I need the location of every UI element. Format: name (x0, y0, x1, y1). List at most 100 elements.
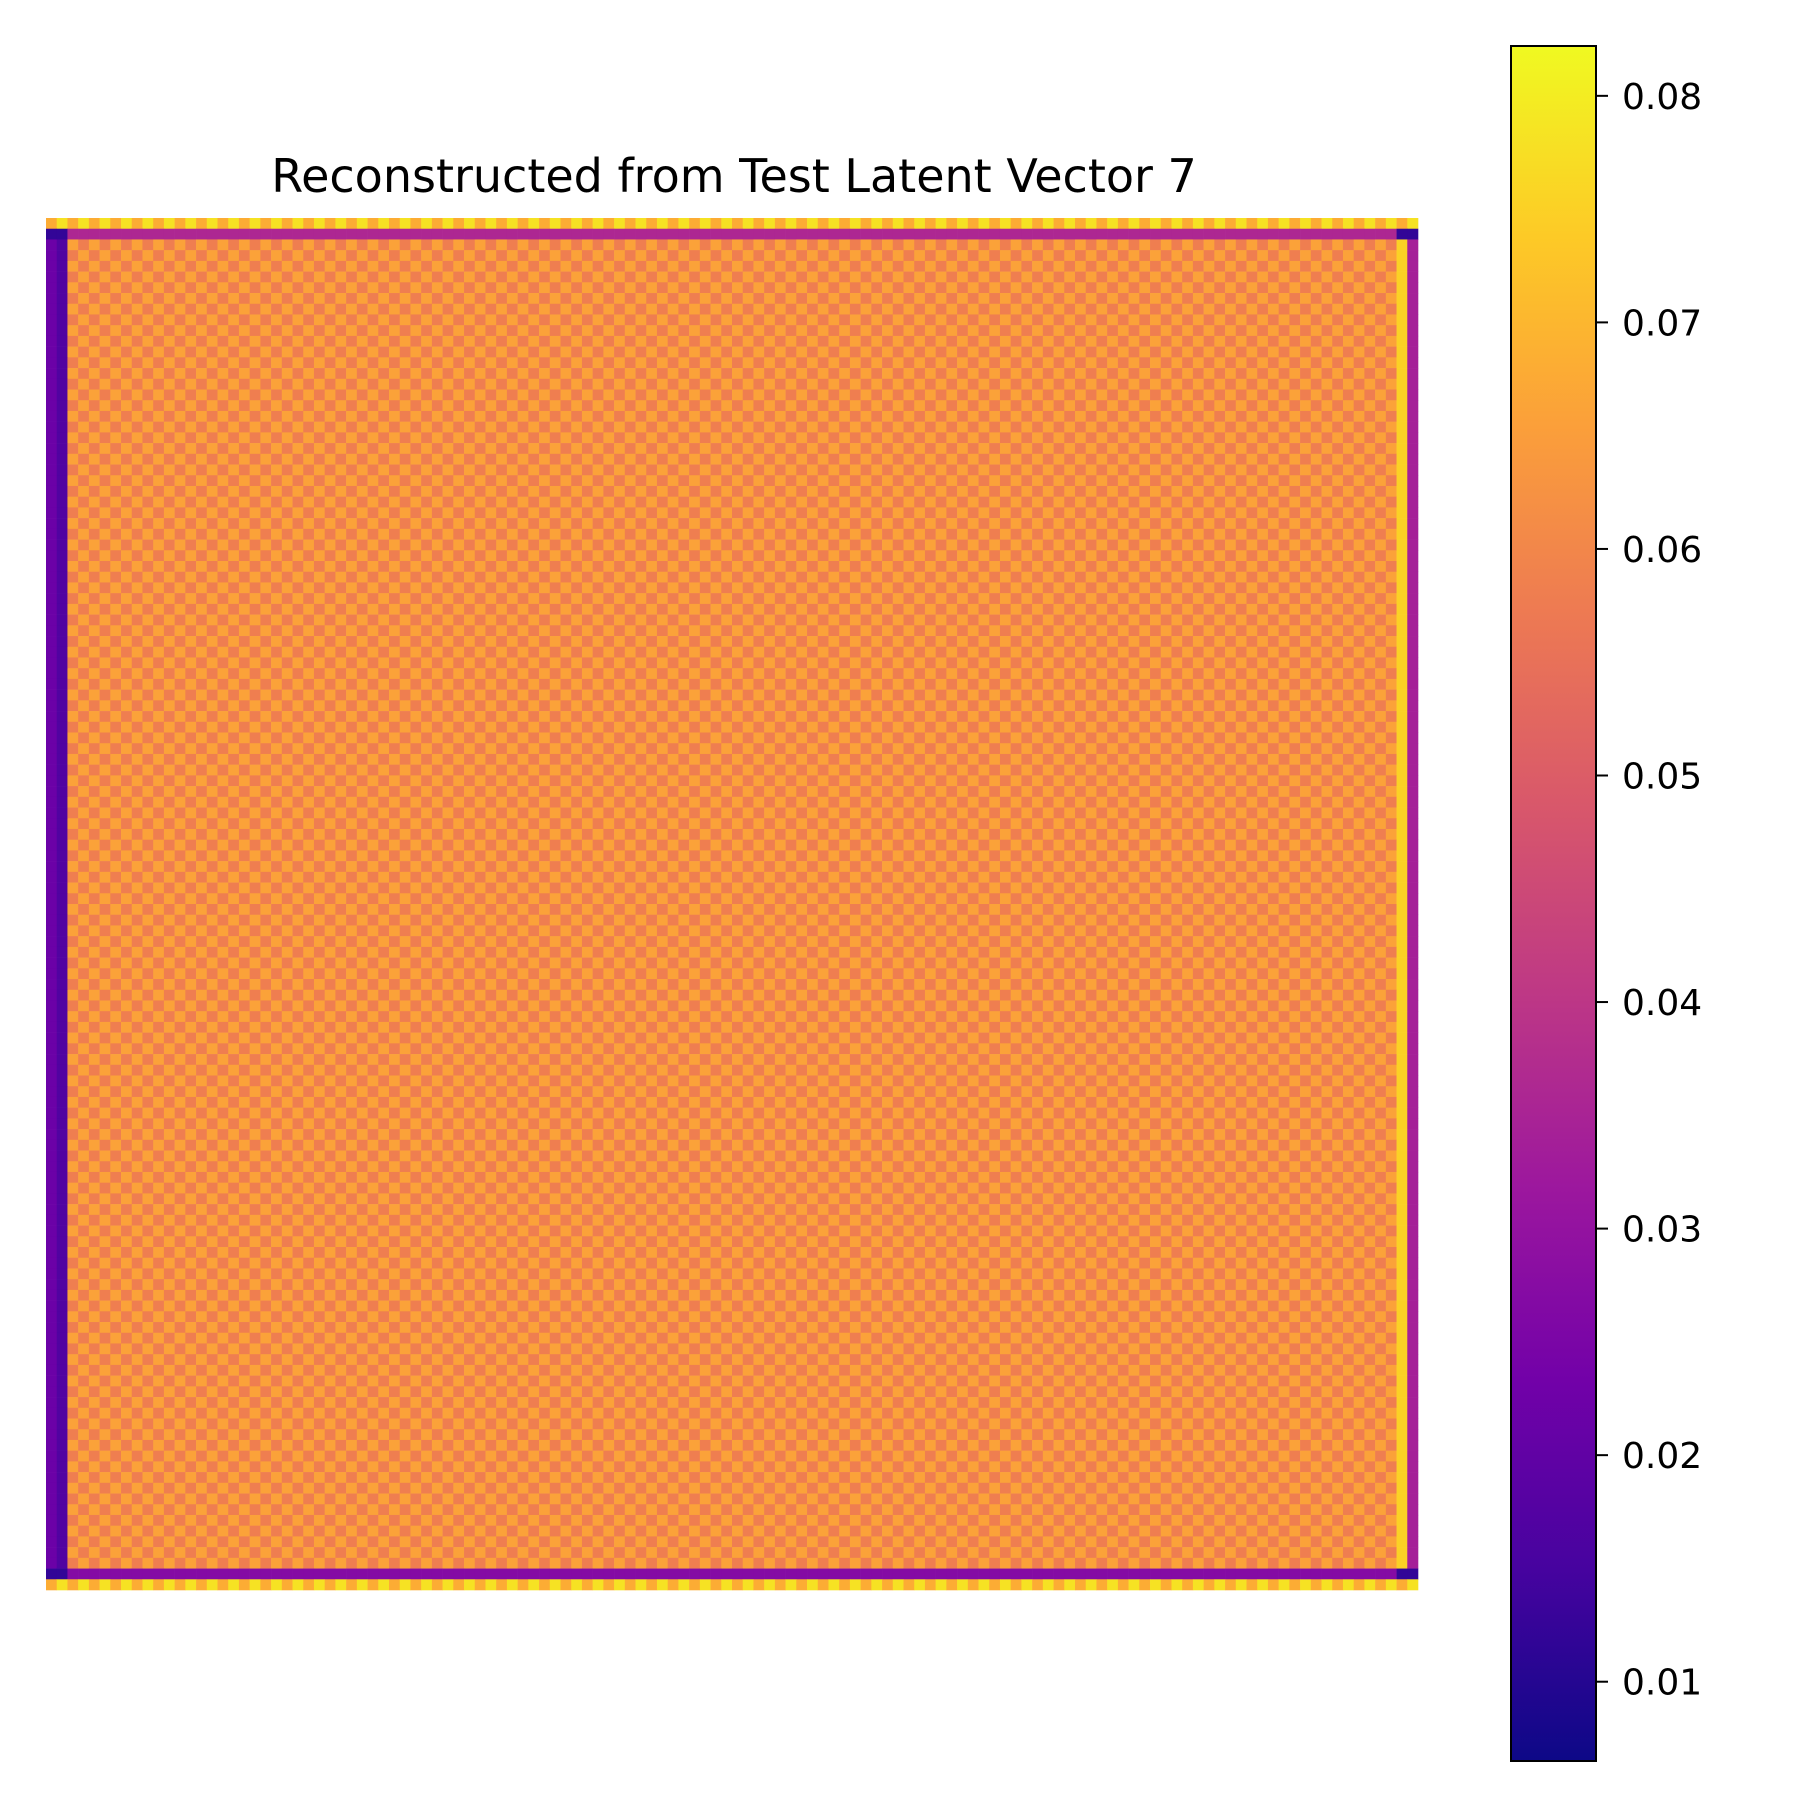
heatmap-cell (646, 271, 658, 283)
heatmap-cell (1075, 571, 1087, 583)
heatmap-cell (967, 421, 979, 433)
heatmap-cell (1021, 228, 1033, 240)
heatmap-cell (292, 271, 304, 283)
heatmap-cell (474, 410, 486, 422)
heatmap-cell (1085, 421, 1097, 433)
heatmap-cell (324, 303, 336, 315)
heatmap-cell (474, 464, 486, 476)
heatmap-cell (1085, 561, 1097, 573)
heatmap-cell (442, 346, 454, 358)
heatmap-cell (807, 603, 819, 615)
heatmap-cell (689, 400, 701, 412)
heatmap-cell (967, 625, 979, 637)
heatmap-cell (389, 218, 401, 230)
heatmap-cell (1385, 518, 1397, 530)
heatmap-cell (710, 389, 722, 401)
heatmap-cell (142, 550, 154, 562)
heatmap-cell (367, 325, 379, 337)
heatmap-cell (292, 228, 304, 240)
heatmap-cell (903, 550, 915, 562)
heatmap-cell (464, 368, 476, 380)
heatmap-cell (1246, 443, 1258, 455)
heatmap-cell (1267, 453, 1279, 465)
heatmap-cell (142, 293, 154, 305)
heatmap-cell (732, 518, 744, 530)
heatmap-cell (1182, 400, 1194, 412)
heatmap-cell (817, 293, 829, 305)
heatmap-cell (1407, 550, 1419, 562)
heatmap-cell (517, 314, 529, 326)
heatmap-cell (88, 636, 100, 648)
heatmap-cell (592, 357, 604, 369)
heatmap-cell (185, 410, 197, 422)
heatmap-cell (196, 260, 208, 272)
heatmap-cell (742, 218, 754, 230)
heatmap-cell (699, 325, 711, 337)
heatmap-cell (1096, 378, 1108, 390)
heatmap-cell (828, 528, 840, 540)
heatmap-cell (539, 593, 551, 605)
heatmap-cell (1010, 239, 1022, 251)
heatmap-cell (1257, 571, 1269, 583)
heatmap-cell (560, 528, 572, 540)
heatmap-cell (903, 314, 915, 326)
heatmap-cell (1117, 453, 1129, 465)
heatmap-cell (163, 571, 175, 583)
heatmap-cell (1150, 282, 1162, 294)
heatmap-cell (871, 603, 883, 615)
heatmap-cell (1160, 325, 1172, 337)
heatmap-cell (903, 475, 915, 487)
heatmap-cell (967, 218, 979, 230)
heatmap-cell (410, 453, 422, 465)
heatmap-cell (721, 389, 733, 401)
heatmap-cell (1053, 378, 1065, 390)
heatmap-cell (506, 335, 518, 347)
heatmap-cell (721, 239, 733, 251)
heatmap-cell (1182, 539, 1194, 551)
heatmap-cell (1225, 464, 1237, 476)
heatmap-cell (1064, 485, 1076, 497)
heatmap-cell (1203, 368, 1215, 380)
heatmap-cell (153, 346, 165, 358)
heatmap-cell (163, 507, 175, 519)
heatmap-cell (517, 475, 529, 487)
heatmap-cell (828, 282, 840, 294)
heatmap-cell (1085, 346, 1097, 358)
heatmap-cell (978, 432, 990, 444)
heatmap-cell (356, 507, 368, 519)
heatmap-cell (389, 250, 401, 262)
heatmap-cell (1214, 539, 1226, 551)
heatmap-cell (335, 593, 347, 605)
heatmap-cell (592, 389, 604, 401)
heatmap-cell (1300, 400, 1312, 412)
heatmap-cell (78, 239, 90, 251)
heatmap-cell (796, 260, 808, 272)
heatmap-cell (1396, 625, 1408, 637)
heatmap-cell (1139, 550, 1151, 562)
heatmap-cell (753, 271, 765, 283)
heatmap-cell (1053, 550, 1065, 562)
heatmap-cell (624, 335, 636, 347)
heatmap-cell (678, 528, 690, 540)
heatmap-cell (464, 421, 476, 433)
heatmap-cell (560, 603, 572, 615)
heatmap-cell (1278, 239, 1290, 251)
heatmap-cell (1182, 507, 1194, 519)
heatmap-cell (163, 421, 175, 433)
heatmap-cell (206, 357, 218, 369)
heatmap-cell (1107, 282, 1119, 294)
heatmap-cell (710, 518, 722, 530)
heatmap-cell (849, 571, 861, 583)
heatmap-cell (1042, 475, 1054, 487)
heatmap-cell (1332, 271, 1344, 283)
heatmap-cell (978, 378, 990, 390)
heatmap-cell (217, 614, 229, 626)
heatmap-cell (496, 475, 508, 487)
heatmap-cell (271, 475, 283, 487)
heatmap-cell (1300, 593, 1312, 605)
heatmap-cell (485, 464, 497, 476)
heatmap-cell (1353, 335, 1365, 347)
heatmap-cell (153, 496, 165, 508)
heatmap-cell (946, 228, 958, 240)
heatmap-cell (1246, 378, 1258, 390)
